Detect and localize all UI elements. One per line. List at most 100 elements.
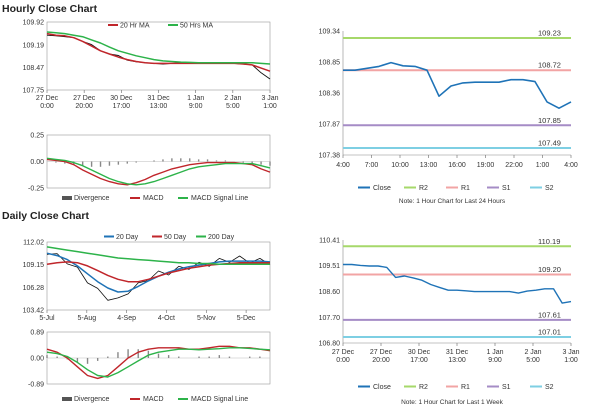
daily-pivot-xtick-1: 27 Dec 20:00 bbox=[370, 349, 393, 364]
legend-daily-divergence-swatch bbox=[62, 397, 72, 401]
hourly-pivot-xtick-0: 4:00 bbox=[336, 162, 350, 169]
daily-pivot-close-line bbox=[343, 263, 572, 304]
daily-pivot-y-tick-0: 110.41 bbox=[319, 238, 340, 245]
daily-pivot-legend-label-2: R1 bbox=[461, 384, 470, 391]
daily-pivot-xtick-3: 31 Dec 13:00 bbox=[446, 349, 469, 364]
daily-pivot-y-tick-1: 109.51 bbox=[319, 263, 341, 270]
daily-price-y-tick-0: 112.02 bbox=[23, 240, 44, 247]
legend-daily-signal-label: MACD Signal Line bbox=[191, 396, 248, 403]
hourly-pivot-legend-label-3: S1 bbox=[502, 185, 511, 192]
hourly-pivot-legend-label-0: Close bbox=[373, 185, 391, 192]
daily-price-xtick-5: 5-Dec bbox=[237, 315, 256, 322]
daily-section-title: Daily Close Chart bbox=[2, 210, 89, 222]
hourly-pivot-legend-label-1: R2 bbox=[419, 185, 428, 192]
hourly-price-xtick-4: 1 Jan 9:00 bbox=[187, 95, 204, 110]
legend-ma50-label: 50 Hrs MA bbox=[180, 23, 213, 30]
hourly-price-y-tick-3: 107.75 bbox=[23, 88, 45, 95]
legend-hourly-divergence-label: Divergence bbox=[74, 195, 110, 202]
legend-hourly-divergence-swatch bbox=[62, 196, 72, 200]
daily-level-s2-label: 107.01 bbox=[538, 328, 561, 337]
daily-50day-line bbox=[46, 261, 270, 283]
hourly-level-s2-label: 107.49 bbox=[538, 139, 561, 148]
hourly-price-xtick-6: 3 Jan 1:00 bbox=[261, 95, 278, 110]
hourly-price-xtick-3: 31 Dec 13:00 bbox=[147, 95, 170, 110]
daily-signal-line bbox=[46, 347, 271, 378]
legend-200day-label: 200 Day bbox=[208, 234, 235, 241]
daily-price-xtick-1: 5-Aug bbox=[77, 315, 96, 322]
hourly-pivot-y-tick-3: 107.87 bbox=[319, 122, 341, 129]
hourly-ma20-line bbox=[46, 32, 271, 72]
daily-macd-line bbox=[46, 345, 271, 380]
daily-pivot-y-tick-2: 108.60 bbox=[319, 289, 341, 296]
legend-20day-label: 20 Day bbox=[116, 234, 139, 241]
hourly-pivot-note: Note: 1 Hour Chart for Last 24 Hours bbox=[399, 198, 506, 205]
legend-hourly-macd-label: MACD bbox=[143, 195, 164, 202]
daily-price-xtick-4: 5-Nov bbox=[197, 315, 216, 322]
daily-price-y-tick-3: 103.42 bbox=[23, 308, 45, 315]
daily-price-y-tick-2: 106.28 bbox=[23, 285, 45, 292]
hourly-price-frame bbox=[46, 21, 271, 91]
hourly-pivot-xtick-3: 13:00 bbox=[420, 162, 438, 169]
daily-level-r1-label: 109.20 bbox=[538, 265, 561, 274]
hourly-price-xtick-1: 27 Dec 20:00 bbox=[73, 95, 96, 110]
daily-pivot-xtick-4: 1 Jan 9:00 bbox=[486, 349, 503, 364]
hourly-pivot-y-tick-1: 108.85 bbox=[319, 60, 341, 67]
daily-pivot-xtick-2: 30 Dec 17:00 bbox=[408, 349, 431, 364]
hourly-price-line bbox=[46, 34, 271, 80]
daily-level-s1-label: 107.61 bbox=[538, 310, 561, 319]
daily-pivot-legend-label-3: S1 bbox=[502, 384, 511, 391]
daily-macd-y-tick-2: -0.89 bbox=[28, 382, 44, 389]
daily-price-xtick-0: 5-Jul bbox=[39, 315, 55, 322]
hourly-ma50-line bbox=[46, 31, 271, 65]
daily-price-line bbox=[46, 253, 271, 301]
hourly-price-xtick-0: 27 Dec 0:00 bbox=[36, 95, 59, 110]
hourly-macd-y-tick-1: 0.00 bbox=[30, 159, 44, 166]
daily-pivot-note: Note: 1 Hour Chart for Last 1 Week bbox=[401, 399, 504, 406]
daily-price-xtick-2: 4-Sep bbox=[117, 315, 136, 322]
legend-ma20-label: 20 Hr MA bbox=[120, 23, 150, 30]
daily-pivot-legend-label-1: R2 bbox=[419, 384, 428, 391]
hourly-price-y-tick-0: 109.92 bbox=[23, 20, 45, 27]
daily-pivot-y-tick-3: 107.70 bbox=[319, 315, 341, 322]
daily-price-xtick-3: 4-Oct bbox=[158, 315, 175, 322]
hourly-pivot-y-tick-4: 107.38 bbox=[319, 153, 341, 160]
daily-pivot-y-tick-4: 106.80 bbox=[319, 341, 341, 348]
hourly-level-r2-label: 109.23 bbox=[538, 28, 561, 37]
hourly-pivot-legend-label-2: R1 bbox=[461, 185, 470, 192]
hourly-macd-y-tick-0: 0.25 bbox=[30, 133, 44, 140]
daily-price-frame bbox=[46, 241, 271, 311]
hourly-pivot-xtick-1: 7:00 bbox=[365, 162, 379, 169]
hourly-level-s1-label: 107.85 bbox=[538, 116, 561, 125]
hourly-pivot-legend-label-4: S2 bbox=[545, 185, 554, 192]
daily-macd-y-tick-1: 0.00 bbox=[30, 356, 44, 363]
daily-level-r2-label: 110.19 bbox=[538, 237, 560, 246]
daily-pivot-xtick-5: 2 Jan 5:00 bbox=[524, 349, 541, 364]
hourly-signal-line bbox=[46, 157, 271, 186]
legend-hourly-signal-label: MACD Signal Line bbox=[191, 195, 248, 202]
legend-daily-divergence-label: Divergence bbox=[74, 396, 110, 403]
hourly-macd-y-tick-2: -0.25 bbox=[28, 186, 44, 193]
hourly-pivot-xtick-7: 1:00 bbox=[536, 162, 550, 169]
daily-price-y-tick-1: 109.15 bbox=[23, 262, 45, 269]
hourly-pivot-xtick-5: 19:00 bbox=[477, 162, 495, 169]
daily-200day-line bbox=[46, 246, 270, 266]
hourly-price-xtick-2: 30 Dec 17:00 bbox=[110, 95, 133, 110]
hourly-price-y-tick-2: 108.47 bbox=[23, 65, 45, 72]
hourly-pivot-xtick-2: 10:00 bbox=[391, 162, 409, 169]
legend-50day-label: 50 Day bbox=[164, 234, 187, 241]
legend-daily-macd-label: MACD bbox=[143, 396, 164, 403]
hourly-pivot-close-line bbox=[343, 61, 572, 109]
daily-macd-y-tick-0: 0.89 bbox=[30, 330, 44, 337]
hourly-price-y-tick-1: 109.19 bbox=[23, 42, 45, 49]
hourly-pivot-xtick-4: 16:00 bbox=[448, 162, 466, 169]
hourly-price-xtick-5: 2 Jan 5:00 bbox=[224, 95, 241, 110]
hourly-section-title: Hourly Close Chart bbox=[2, 3, 98, 15]
hourly-macd-line bbox=[46, 158, 271, 186]
daily-pivot-legend-label-4: S2 bbox=[545, 384, 554, 391]
hourly-pivot-xtick-6: 22:00 bbox=[505, 162, 523, 169]
hourly-pivot-y-tick-2: 108.36 bbox=[319, 91, 341, 98]
daily-pivot-legend-label-0: Close bbox=[373, 384, 391, 391]
daily-pivot-xtick-6: 3 Jan 1:00 bbox=[562, 349, 579, 364]
hourly-pivot-xtick-8: 4:00 bbox=[564, 162, 578, 169]
